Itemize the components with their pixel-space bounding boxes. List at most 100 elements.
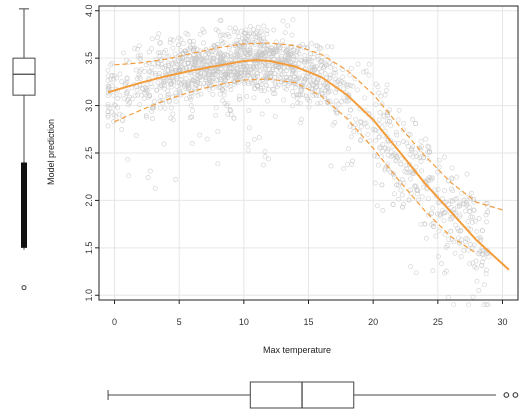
data-point: [401, 121, 406, 126]
data-point: [228, 65, 234, 71]
data-point: [299, 83, 305, 89]
data-point: [245, 142, 251, 147]
data-point: [257, 30, 263, 36]
data-point: [171, 79, 177, 85]
data-point: [270, 48, 276, 54]
data-point: [363, 120, 369, 126]
data-point: [408, 176, 414, 182]
data-point: [200, 40, 206, 46]
data-point: [452, 250, 458, 256]
data-point: [137, 55, 143, 61]
data-point: [190, 38, 196, 44]
data-point: [467, 208, 473, 214]
data-point: [262, 66, 268, 72]
data-point: [388, 137, 393, 143]
data-point: [169, 60, 175, 66]
data-point: [119, 79, 125, 85]
data-point: [249, 80, 255, 86]
data-point: [217, 77, 223, 82]
data-point: [120, 50, 126, 56]
data-point: [234, 72, 240, 78]
data-point: [245, 147, 251, 153]
data-point: [269, 67, 275, 72]
data-point: [217, 84, 223, 89]
data-point: [210, 72, 216, 78]
data-point: [154, 35, 160, 41]
data-point: [464, 202, 470, 208]
data-point: [256, 33, 262, 39]
data-point: [472, 264, 478, 270]
data-point: [478, 236, 484, 242]
data-point: [185, 32, 191, 37]
data-point: [324, 54, 330, 60]
data-point: [452, 196, 458, 202]
data-point: [185, 82, 191, 88]
data-point: [437, 211, 443, 217]
data-point: [150, 116, 155, 121]
data-point: [303, 93, 309, 99]
data-point: [456, 228, 462, 234]
data-point: [216, 85, 222, 91]
data-point: [333, 70, 339, 76]
data-point: [147, 168, 153, 174]
data-point: [353, 116, 359, 122]
data-point: [212, 44, 218, 49]
data-point: [105, 101, 111, 107]
data-point: [252, 86, 258, 92]
data-point: [146, 93, 152, 98]
data-point: [149, 65, 155, 70]
data-point: [462, 239, 468, 245]
data-point: [262, 61, 268, 67]
data-point: [346, 97, 352, 103]
data-point: [138, 52, 144, 58]
data-point: [457, 228, 463, 234]
data-point: [174, 83, 180, 89]
data-point: [394, 155, 400, 161]
data-point: [461, 197, 467, 203]
data-point: [271, 27, 277, 33]
data-point: [385, 146, 391, 152]
data-point: [272, 91, 278, 97]
data-point: [237, 96, 242, 102]
data-point: [385, 152, 391, 158]
data-point: [308, 51, 314, 57]
data-point: [252, 40, 258, 46]
data-point: [373, 81, 379, 87]
data-point: [418, 154, 424, 160]
data-point: [239, 67, 245, 73]
data-point: [332, 120, 338, 125]
data-point: [425, 196, 431, 202]
data-point: [178, 73, 184, 79]
data-point: [290, 93, 296, 98]
y-axis-ticks: 1.0 1.5 2.0 2.5 3.0 3.5 4.0: [84, 4, 99, 302]
data-point: [430, 205, 436, 211]
data-point: [187, 38, 193, 44]
data-point: [200, 27, 206, 32]
data-point: [330, 102, 336, 108]
data-point: [382, 167, 388, 173]
data-point: [484, 219, 489, 225]
data-point: [248, 70, 254, 76]
data-point: [423, 136, 429, 142]
data-point: [158, 93, 163, 99]
data-point: [250, 65, 256, 71]
fit-curve: [107, 59, 510, 271]
data-point: [279, 72, 285, 78]
data-point: [195, 80, 201, 86]
data-point: [223, 52, 229, 58]
data-point: [336, 102, 342, 108]
data-point: [241, 63, 246, 69]
data-point: [105, 78, 111, 83]
data-point: [135, 92, 141, 98]
data-point: [412, 183, 418, 189]
data-point: [414, 187, 420, 193]
data-point: [292, 81, 298, 87]
data-point: [480, 228, 485, 233]
data-point: [481, 255, 487, 261]
data-point: [403, 163, 409, 169]
data-point: [419, 194, 425, 200]
data-point: [162, 105, 168, 111]
y-tick-label: 2.5: [84, 147, 94, 160]
data-point: [105, 109, 111, 115]
data-point: [183, 96, 189, 102]
